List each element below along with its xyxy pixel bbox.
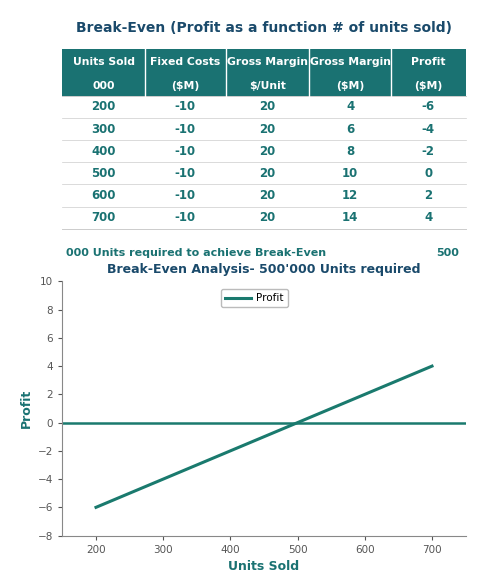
Text: -10: -10	[175, 211, 196, 224]
Text: 20: 20	[259, 189, 276, 202]
Text: ($M): ($M)	[171, 80, 200, 90]
Line: Profit: Profit	[96, 366, 432, 507]
Text: 300: 300	[92, 123, 116, 135]
Text: 400: 400	[92, 145, 116, 157]
Text: Units Sold: Units Sold	[73, 57, 135, 67]
Text: -10: -10	[175, 167, 196, 180]
Text: Fixed Costs: Fixed Costs	[150, 57, 220, 67]
Profit	[228, 448, 233, 455]
Text: 20: 20	[259, 211, 276, 224]
Profit	[295, 419, 300, 426]
Profit	[93, 504, 99, 511]
Bar	[62, 49, 466, 96]
Text: 8: 8	[346, 145, 354, 157]
Text: Profit: Profit	[411, 57, 445, 67]
Text: 500: 500	[92, 167, 116, 180]
Text: -10: -10	[175, 123, 196, 135]
Text: 2: 2	[424, 189, 432, 202]
Text: 500: 500	[437, 248, 459, 258]
Text: 0: 0	[424, 167, 432, 180]
Text: $/Unit: $/Unit	[249, 80, 286, 90]
Text: 4: 4	[424, 211, 432, 224]
Text: 12: 12	[342, 189, 358, 202]
Text: 000 Units required to achieve Break-Even: 000 Units required to achieve Break-Even	[66, 248, 326, 258]
Profit	[160, 475, 166, 482]
Text: Gross Margin: Gross Margin	[310, 57, 391, 67]
Text: Break-Even (Profit as a function # of units sold): Break-Even (Profit as a function # of un…	[76, 21, 452, 35]
Text: 14: 14	[342, 211, 358, 224]
Text: 700: 700	[92, 211, 116, 224]
Text: ($M): ($M)	[414, 80, 443, 90]
X-axis label: Units Sold: Units Sold	[228, 560, 300, 573]
Text: Gross Margin: Gross Margin	[227, 57, 308, 67]
Text: ($M): ($M)	[336, 80, 364, 90]
Text: 20: 20	[259, 167, 276, 180]
Text: 10: 10	[342, 167, 358, 180]
Text: 20: 20	[259, 123, 276, 135]
Text: 20: 20	[259, 145, 276, 157]
Text: -10: -10	[175, 145, 196, 157]
Text: -4: -4	[422, 123, 435, 135]
Text: 20: 20	[259, 101, 276, 113]
Text: 600: 600	[92, 189, 116, 202]
Text: 000: 000	[93, 80, 115, 90]
Profit	[362, 391, 368, 398]
Text: 200: 200	[92, 101, 116, 113]
Y-axis label: Profit: Profit	[20, 389, 33, 428]
Text: -2: -2	[422, 145, 435, 157]
Text: -6: -6	[422, 101, 435, 113]
Profit	[429, 362, 435, 369]
Legend: Profit: Profit	[221, 289, 288, 307]
Text: 6: 6	[346, 123, 354, 135]
Title: Break-Even Analysis- 500'000 Units required: Break-Even Analysis- 500'000 Units requi…	[107, 263, 421, 276]
Text: -10: -10	[175, 101, 196, 113]
Text: 4: 4	[346, 101, 354, 113]
Text: -10: -10	[175, 189, 196, 202]
